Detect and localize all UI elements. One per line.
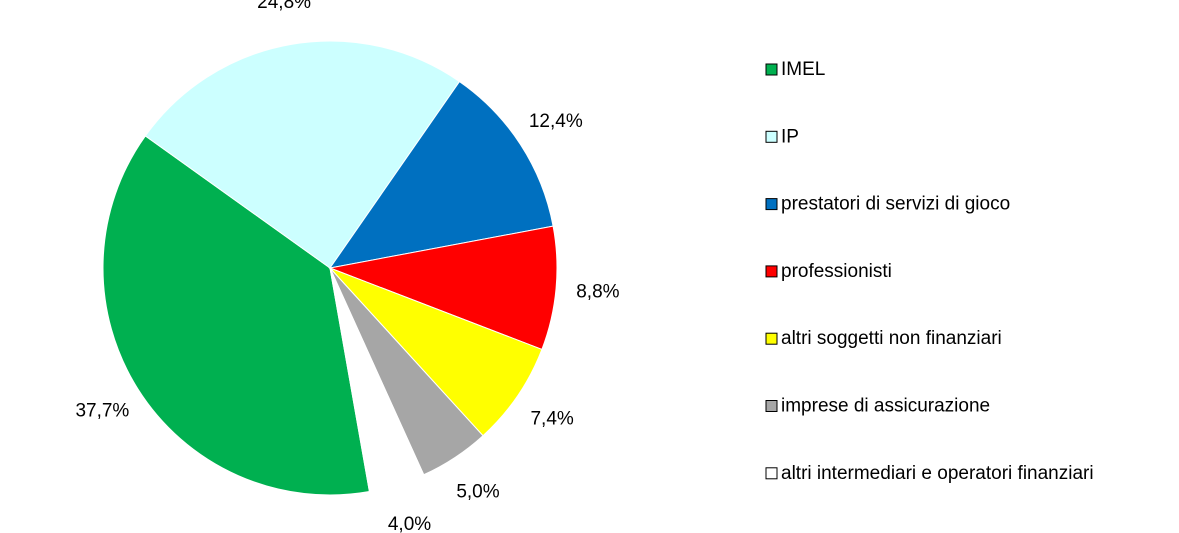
legend-label: altri intermediari e operatori finanziar… <box>781 463 1094 484</box>
legend-swatch <box>765 265 778 278</box>
data-label: 8,8% <box>576 281 619 302</box>
pie-slice <box>144 40 461 269</box>
pie-slice <box>328 80 554 269</box>
legend-swatch <box>765 63 778 76</box>
legend-swatch <box>765 467 778 480</box>
legend-label: prestatori di servizi di gioco <box>781 194 1010 215</box>
legend-label: imprese di assicurazione <box>781 396 990 417</box>
data-label: 7,4% <box>530 409 573 430</box>
legend-label: professionisti <box>781 261 892 282</box>
data-label: 24,8% <box>257 0 311 13</box>
pie-slice <box>329 267 425 493</box>
legend-swatch <box>765 400 778 412</box>
data-label: 37,7% <box>75 400 129 421</box>
pie-slice <box>328 225 558 351</box>
legend-swatch <box>765 198 778 211</box>
legend-label: IMEL <box>781 59 825 80</box>
pie-slice <box>329 267 543 437</box>
legend-label: IP <box>781 126 799 147</box>
pie-slice <box>102 135 370 496</box>
legend-swatch <box>765 130 778 143</box>
data-label: 4,0% <box>388 514 431 533</box>
legend-swatch <box>765 332 778 345</box>
data-label: 12,4% <box>529 111 583 132</box>
data-label: 5,0% <box>456 482 499 503</box>
legend-label: altri soggetti non finanziari <box>781 328 1002 349</box>
